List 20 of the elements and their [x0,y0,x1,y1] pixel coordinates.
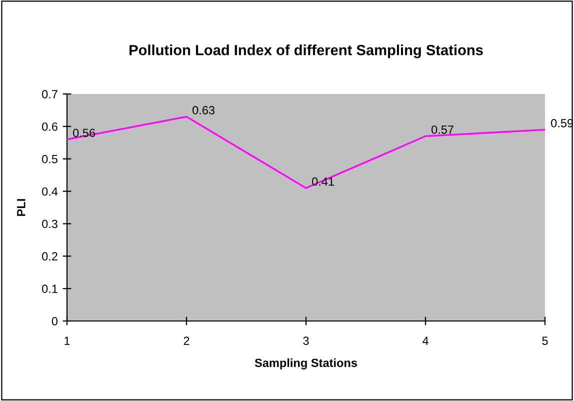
y-tick-label: 0.7 [42,90,58,98]
line-series [67,116,545,189]
x-tick-label: 3 [303,336,309,345]
x-tick-label: 1 [64,336,70,345]
y-tick-label: 0.4 [42,187,58,196]
y-tick-label: 0.5 [42,154,58,164]
y-tick-label: 0.1 [42,284,58,293]
data-label: 0.56 [73,128,96,138]
y-axis-title: PLI [17,199,26,216]
y-tick-label: 0 [52,317,58,326]
x-tick-label: 5 [542,336,548,345]
y-tick-label: 0.2 [42,252,58,261]
y-tick-label: 0.6 [42,122,58,131]
data-label: 0.57 [432,125,454,134]
x-tick-label: 4 [422,336,428,345]
data-label: 0.63 [192,106,215,114]
x-axis-title: Sampling Stations [254,358,358,370]
x-tick-label: 2 [184,336,190,345]
chart-title: Pollution Load Index of different Sampling Stations [130,44,483,58]
y-tick-label: 0.3 [42,220,58,228]
